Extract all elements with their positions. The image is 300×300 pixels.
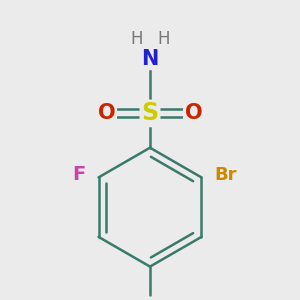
- Text: Br: Br: [214, 166, 237, 184]
- Text: N: N: [141, 49, 159, 68]
- Text: S: S: [141, 101, 159, 125]
- Text: F: F: [73, 164, 86, 184]
- Text: O: O: [184, 103, 202, 123]
- Text: O: O: [98, 103, 116, 123]
- Text: H: H: [158, 30, 170, 48]
- Text: H: H: [130, 30, 142, 48]
